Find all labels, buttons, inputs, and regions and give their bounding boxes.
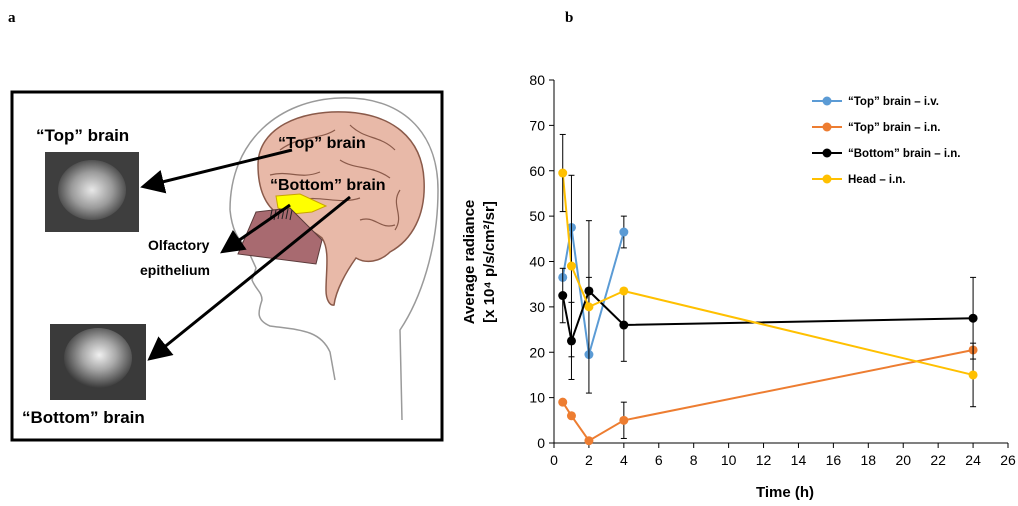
legend-marker <box>822 174 832 184</box>
bottom-brain-arrow <box>147 195 351 361</box>
olfactory-label-line1: Olfactory <box>148 237 210 253</box>
brain-folds <box>269 124 401 231</box>
data-point <box>619 415 629 425</box>
panel-a-illustration: “Top” brain “Top” brain “Bottom” brain O… <box>10 90 444 442</box>
x-tick-label: 22 <box>930 452 946 468</box>
series-group <box>558 133 978 408</box>
x-tick-label: 24 <box>965 452 981 468</box>
x-tick-label: 26 <box>1000 452 1016 468</box>
y-tick-label: 80 <box>529 72 545 88</box>
legend-label: “Bottom” brain – i.n. <box>848 148 960 160</box>
x-tick-label: 18 <box>861 452 877 468</box>
bottom-brain-label: “Bottom” brain <box>22 408 145 427</box>
data-point <box>584 436 594 446</box>
top-brain-arrow <box>140 148 293 194</box>
data-point <box>968 313 978 323</box>
series-line <box>561 227 625 355</box>
olfactory-label-line2: epithelium <box>140 262 210 278</box>
y-tick-label: 60 <box>529 163 545 179</box>
panel-a-frame <box>10 90 444 442</box>
series-group <box>558 345 978 446</box>
y-axis-title-line1: Average radiance <box>461 200 478 325</box>
x-tick-label: 8 <box>690 452 698 468</box>
y-tick-label: 70 <box>529 117 545 133</box>
x-tick-label: 0 <box>550 452 558 468</box>
series-group <box>558 267 978 380</box>
x-tick-label: 14 <box>791 452 807 468</box>
data-point <box>619 227 629 237</box>
bottom-brain-inner-label: “Bottom” brain <box>270 177 386 194</box>
y-tick-label: 20 <box>529 344 545 360</box>
x-tick-label: 16 <box>826 452 842 468</box>
x-tick-label: 6 <box>655 452 663 468</box>
data-point <box>968 370 978 380</box>
panel-b-letter: b <box>565 10 574 26</box>
x-tick-label: 20 <box>895 452 911 468</box>
data-point <box>558 397 568 407</box>
panel-a-letter: a <box>8 10 16 26</box>
chart-legend: “Top” brain – i.v. “Top” brain – i.n. “Bot… <box>812 96 960 186</box>
legend-marker <box>822 148 832 158</box>
data-point <box>566 411 576 421</box>
x-tick-label: 4 <box>620 452 628 468</box>
chart-series <box>558 133 978 446</box>
top-brain-photo-tissue <box>58 160 126 220</box>
bottom-brain-photo-tissue <box>64 328 132 388</box>
x-axis-title: Time (h) <box>756 484 814 501</box>
y-axis-title-line2: [x 10⁴ p/s/cm²/sr] <box>481 201 498 323</box>
top-brain-label: “Top” brain <box>36 126 129 145</box>
legend-label: “Top” brain – i.n. <box>848 122 940 134</box>
data-point <box>584 302 594 312</box>
x-tick-label: 2 <box>585 452 593 468</box>
x-tick-label: 12 <box>756 452 772 468</box>
data-point <box>558 291 568 301</box>
y-tick-label: 0 <box>537 435 545 451</box>
y-tick-label: 40 <box>529 254 545 270</box>
data-point <box>619 286 629 296</box>
y-tick-label: 50 <box>529 208 545 224</box>
y-tick-label: 30 <box>529 299 545 315</box>
legend-marker <box>822 122 832 132</box>
data-point <box>566 261 576 271</box>
legend-label: “Top” brain – i.v. <box>848 96 939 108</box>
legend-marker <box>822 96 832 106</box>
y-tick-label: 10 <box>529 390 545 406</box>
data-point <box>558 168 568 178</box>
legend-label: Head – i.n. <box>848 174 906 186</box>
olfactory-arrow <box>220 203 291 254</box>
x-tick-label: 10 <box>721 452 737 468</box>
top-brain-inner-label: “Top” brain <box>278 135 366 152</box>
data-point <box>619 320 629 330</box>
